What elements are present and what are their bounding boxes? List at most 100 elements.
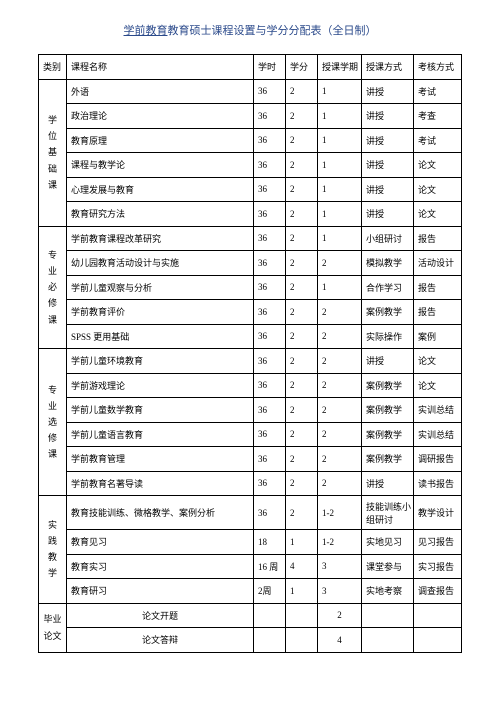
course-credit: 2 [286, 251, 318, 276]
col-header: 类别 [39, 55, 67, 80]
course-credit: 2 [286, 153, 318, 178]
course-term: 2 [318, 422, 362, 447]
course-term: 1 [318, 177, 362, 202]
course-method: 课堂参与 [362, 554, 414, 579]
course-hours: 2周 [254, 579, 286, 604]
course-name: 学前教育课程改革研究 [67, 226, 254, 251]
course-credit: 2 [286, 128, 318, 153]
col-header: 学分 [286, 55, 318, 80]
thesis-credit-blank [286, 628, 318, 653]
course-assess: 见习报告 [414, 530, 462, 555]
course-credit: 2 [286, 496, 318, 530]
course-method: 案例教学 [362, 422, 414, 447]
thesis-assess [414, 603, 462, 628]
course-name: SPSS 更用基础 [67, 324, 254, 349]
course-credit: 2 [286, 275, 318, 300]
course-hours: 16 周 [254, 554, 286, 579]
course-method: 讲授 [362, 349, 414, 374]
course-name: 课程与教学论 [67, 153, 254, 178]
course-assess: 读书报告 [414, 471, 462, 496]
thesis-credit: 2 [318, 603, 362, 628]
course-hours: 36 [254, 275, 286, 300]
course-method: 案例教学 [362, 447, 414, 472]
course-method: 实际操作 [362, 324, 414, 349]
course-credit: 2 [286, 300, 318, 325]
course-hours: 36 [254, 202, 286, 227]
course-name: 学前教育评价 [67, 300, 254, 325]
thesis-credit-blank [286, 603, 318, 628]
course-hours: 36 [254, 153, 286, 178]
col-header: 学时 [254, 55, 286, 80]
table-row: 学位基础课外语3621讲授考试 [39, 79, 462, 104]
title-underlined: 学前教育 [124, 25, 168, 37]
course-method: 合作学习 [362, 275, 414, 300]
course-method: 讲授 [362, 104, 414, 129]
course-hours: 18 [254, 530, 286, 555]
course-assess: 论文 [414, 153, 462, 178]
thesis-name: 论文答辩 [67, 628, 254, 653]
table-row: 教育原理3621讲授考试 [39, 128, 462, 153]
course-name: 学前儿童语言教育 [67, 422, 254, 447]
title-rest: 教育硕士课程设置与学分分配表（全日制） [168, 25, 377, 37]
course-assess: 报告 [414, 226, 462, 251]
table-row: 学前儿童语言教育3622案例教学实训总结 [39, 422, 462, 447]
course-method: 讲授 [362, 79, 414, 104]
course-hours: 36 [254, 496, 286, 530]
table-row: 毕业论文论文开题2 [39, 603, 462, 628]
course-assess: 实训总结 [414, 398, 462, 423]
table-row: 学前教育管理3622案例教学调研报告 [39, 447, 462, 472]
course-credit: 2 [286, 202, 318, 227]
course-name: 幼儿园教育活动设计与实施 [67, 251, 254, 276]
thesis-assess [414, 628, 462, 653]
course-name: 教育研究方法 [67, 202, 254, 227]
table-row: 教育见习1811-2实地见习见习报告 [39, 530, 462, 555]
course-term: 1 [318, 226, 362, 251]
course-credit: 2 [286, 398, 318, 423]
course-assess: 论文 [414, 349, 462, 374]
table-row: 专业选修课学前儿童环境教育3622讲授论文 [39, 349, 462, 374]
course-method: 小组研讨 [362, 226, 414, 251]
course-credit: 2 [286, 226, 318, 251]
course-method: 讲授 [362, 153, 414, 178]
course-credit: 2 [286, 373, 318, 398]
table-row: 实践教学教育技能训练、微格教学、案例分析3621-2技能训练小组研讨教学设计 [39, 496, 462, 530]
course-term: 1 [318, 79, 362, 104]
course-assess: 论文 [414, 177, 462, 202]
table-row: 教育实习16 周43课堂参与实习报告 [39, 554, 462, 579]
thesis-hours [254, 603, 286, 628]
course-name: 学前儿童观察与分析 [67, 275, 254, 300]
course-name: 学前教育名著导读 [67, 471, 254, 496]
course-term: 2 [318, 349, 362, 374]
table-row: 专业必修课学前教育课程改革研究3621小组研讨报告 [39, 226, 462, 251]
course-credit: 4 [286, 554, 318, 579]
course-method: 实地考察 [362, 579, 414, 604]
course-method: 讲授 [362, 471, 414, 496]
course-method: 技能训练小组研讨 [362, 496, 414, 530]
thesis-method [362, 603, 414, 628]
course-name: 学前游戏理论 [67, 373, 254, 398]
table-row: 政治理论3621讲授考查 [39, 104, 462, 129]
course-assess: 论文 [414, 202, 462, 227]
course-hours: 36 [254, 251, 286, 276]
table-header-row: 类别 课程名称 学时 学分 授课学期 授课方式 考核方式 [39, 55, 462, 80]
course-assess: 教学设计 [414, 496, 462, 530]
course-hours: 36 [254, 128, 286, 153]
category-cell: 实践教学 [39, 496, 67, 604]
table-row: 学前教育名著导读3622讲授读书报告 [39, 471, 462, 496]
curriculum-table: 类别 课程名称 学时 学分 授课学期 授课方式 考核方式 学位基础课外语3621… [38, 54, 462, 653]
course-method: 讲授 [362, 128, 414, 153]
table-row: SPSS 更用基础3622实际操作案例 [39, 324, 462, 349]
table-row: 教育研习2周13实地考察调查报告 [39, 579, 462, 604]
course-hours: 36 [254, 177, 286, 202]
col-header: 课程名称 [67, 55, 254, 80]
page-title: 学前教育教育硕士课程设置与学分分配表（全日制） [38, 22, 462, 38]
course-assess: 报告 [414, 300, 462, 325]
table-row: 学前游戏理论3622案例教学论文 [39, 373, 462, 398]
table-row: 心理发展与教育3621讲授论文 [39, 177, 462, 202]
table-row: 教育研究方法3621讲授论文 [39, 202, 462, 227]
course-term: 1 [318, 104, 362, 129]
thesis-credit: 4 [318, 628, 362, 653]
course-name: 教育实习 [67, 554, 254, 579]
course-credit: 1 [286, 530, 318, 555]
course-method: 模拟教学 [362, 251, 414, 276]
